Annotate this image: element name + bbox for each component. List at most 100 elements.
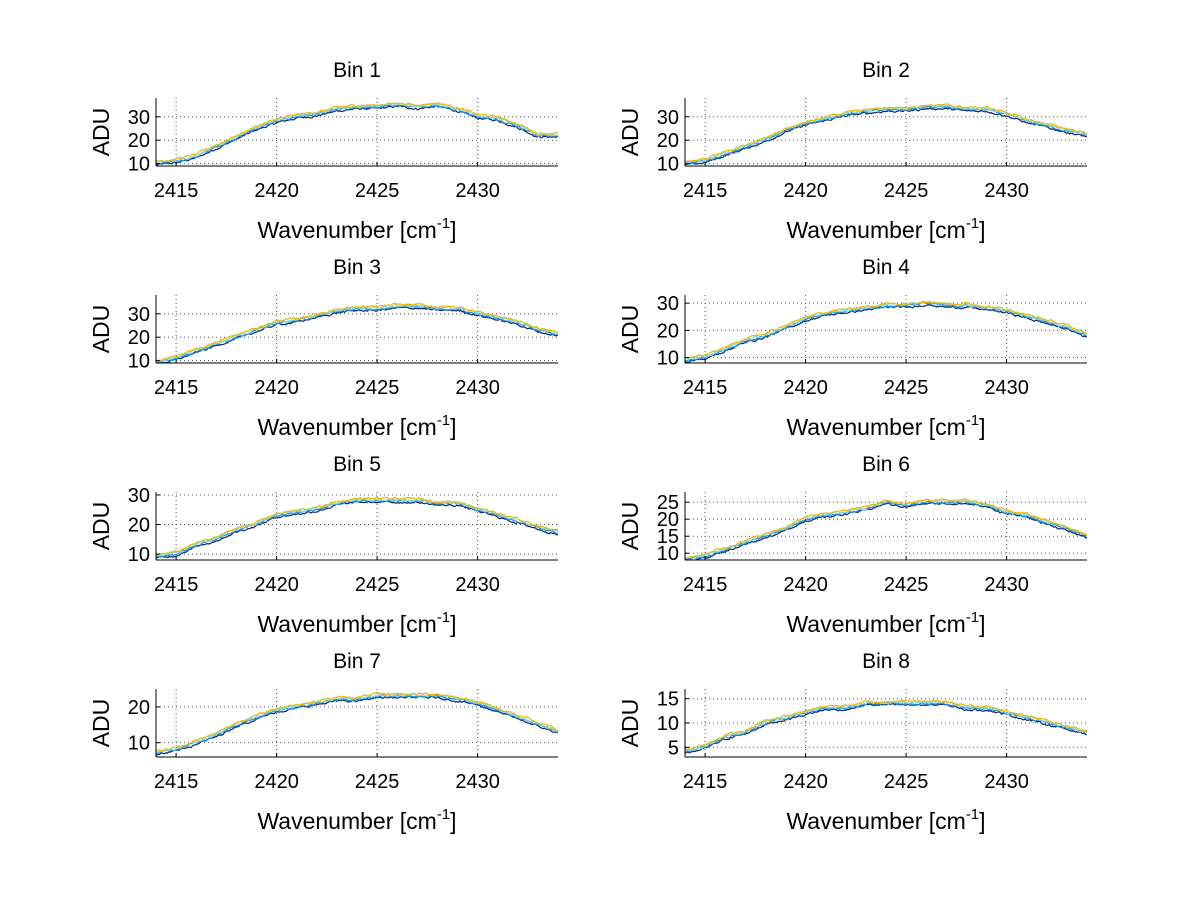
bin-6-series-4 xyxy=(685,498,1087,559)
bin-2-ylabel: ADU xyxy=(617,108,643,157)
bin-8-ylabel: ADU xyxy=(617,699,643,748)
bin-2-xtick-label-2430: 2430 xyxy=(984,180,1029,202)
bin-8-series-group xyxy=(685,699,1087,754)
bin-2-series-4 xyxy=(685,103,1087,163)
bin-8-xtick-label-2425: 2425 xyxy=(884,771,929,793)
bin-2-ytick-label-30: 30 xyxy=(657,107,679,129)
bin-7-xtick-label-2415: 2415 xyxy=(154,771,199,793)
bin-4-xlabel-base: Wavenumber [cm xyxy=(786,414,965,440)
bin-1-title: Bin 1 xyxy=(333,59,381,82)
bin-4-xtick-label-2430: 2430 xyxy=(984,377,1029,399)
bin-7-xlabel-sup: -1 xyxy=(437,806,450,823)
bin-6-xtick-label-2430: 2430 xyxy=(984,574,1029,596)
bin-1-ytick-label-10: 10 xyxy=(128,154,150,176)
bin-8-xlabel-close: ] xyxy=(979,808,985,834)
bin-1-xlabel-sup: -1 xyxy=(437,215,450,232)
bin-2-xtick-label-2420: 2420 xyxy=(783,180,828,202)
bin-8-title: Bin 8 xyxy=(862,650,910,673)
bin-8-ytick-label-10: 10 xyxy=(657,713,679,735)
bin-8-xlabel-base: Wavenumber [cm xyxy=(786,808,965,834)
bin-5-panel: 2415 2420 2425 2430 10 20 30 Bin 5 ADU Wavenumber… xyxy=(88,453,558,637)
bin-5-series-1 xyxy=(156,500,558,559)
bin-4-xtick-label-2420: 2420 xyxy=(783,377,828,399)
bin-8-series-3 xyxy=(685,700,1087,751)
bin-8-xtick-label-2420: 2420 xyxy=(783,771,828,793)
bin-2-xlabel-close: ] xyxy=(979,217,985,243)
bin-2-series-3 xyxy=(685,104,1087,164)
bin-1-xtick-label-2420: 2420 xyxy=(254,180,299,202)
bin-4-title: Bin 4 xyxy=(862,256,910,279)
bin-5-xlabel-base: Wavenumber [cm xyxy=(257,611,436,637)
bin-5-xlabel-sup: -1 xyxy=(437,609,450,626)
bin-7-xlabel-close: ] xyxy=(450,808,456,834)
bin-6-xlabel-base: Wavenumber [cm xyxy=(786,611,965,637)
bin-3-series-1 xyxy=(156,306,558,363)
bin-7-series-group xyxy=(156,691,558,756)
bin-4-xtick-label-2415: 2415 xyxy=(683,377,728,399)
bin-7-xtick-label-2425: 2425 xyxy=(355,771,400,793)
bin-8-xtick-label-2430: 2430 xyxy=(984,771,1029,793)
bin-5-ytick-label-20: 20 xyxy=(128,515,150,537)
bin-8-xtick-label-2415: 2415 xyxy=(683,771,728,793)
bin-4-xlabel-close: ] xyxy=(979,414,985,440)
bin-3-xlabel-sup: -1 xyxy=(437,412,450,429)
bin-6-ytick-label-25: 25 xyxy=(657,492,679,514)
bin-6-xtick-label-2425: 2425 xyxy=(884,574,929,596)
bin-7-series-1 xyxy=(156,695,558,756)
bin-7-ytick-label-10: 10 xyxy=(128,733,150,755)
bin-7-xtick-label-2420: 2420 xyxy=(254,771,299,793)
bin-3-title: Bin 3 xyxy=(333,256,381,279)
bin-7-ylabel: ADU xyxy=(88,699,114,748)
bin-1-xlabel-close: ] xyxy=(450,217,456,243)
bin-6-ytick-label-20: 20 xyxy=(657,509,679,531)
bin-6-xlabel-close: ] xyxy=(979,611,985,637)
bin-5-xtick-label-2415: 2415 xyxy=(154,574,199,596)
bin-2-ytick-label-10: 10 xyxy=(657,154,679,176)
bin-6-ylabel: ADU xyxy=(617,502,643,551)
bin-8-series-1 xyxy=(685,702,1087,754)
bin-4-series-4 xyxy=(685,300,1087,359)
bin-4-series-group xyxy=(685,300,1087,363)
bin-3-xtick-label-2425: 2425 xyxy=(355,377,400,399)
bin-4-xtick-label-2425: 2425 xyxy=(884,377,929,399)
bin-8-series-4 xyxy=(685,699,1087,751)
bin-4-ytick-label-20: 20 xyxy=(657,320,679,342)
bin-8-ytick-label-15: 15 xyxy=(657,689,679,711)
bin-1-xtick-label-2430: 2430 xyxy=(455,180,500,202)
bin-1-ytick-label-30: 30 xyxy=(128,107,150,129)
bin-5-series-group xyxy=(156,496,558,559)
bin-3-series-4 xyxy=(156,302,558,362)
bin-7-xlabel-base: Wavenumber [cm xyxy=(257,808,436,834)
bin-4-ytick-label-10: 10 xyxy=(657,348,679,370)
bin-6-ytick-label-10: 10 xyxy=(657,543,679,565)
bin-1-ylabel: ADU xyxy=(88,108,114,157)
bin-1-xlabel: Wavenumber [cm-1] xyxy=(257,215,456,243)
bin-6-xlabel-sup: -1 xyxy=(966,609,979,626)
bin-1-ytick-label-20: 20 xyxy=(128,130,150,152)
bin-7-series-4 xyxy=(156,691,558,753)
bin-7-ytick-label-20: 20 xyxy=(128,697,150,719)
bin-8-xlabel: Wavenumber [cm-1] xyxy=(786,806,985,834)
bin-5-xlabel-close: ] xyxy=(450,611,456,637)
bin-3-xtick-label-2415: 2415 xyxy=(154,377,199,399)
bin-2-series-group xyxy=(685,103,1087,166)
bin-5-ylabel: ADU xyxy=(88,502,114,551)
bin-2-series-1 xyxy=(685,107,1087,166)
bin-8-xlabel-sup: -1 xyxy=(966,806,979,823)
bin-5-ytick-label-10: 10 xyxy=(128,544,150,566)
bin-3-ytick-label-30: 30 xyxy=(128,304,150,326)
bin-6-ytick-label-15: 15 xyxy=(657,526,679,548)
bin-3-xtick-label-2420: 2420 xyxy=(254,377,299,399)
bin-3-xlabel-close: ] xyxy=(450,414,456,440)
bin-3-ytick-label-20: 20 xyxy=(128,327,150,349)
bin-4-xlabel: Wavenumber [cm-1] xyxy=(786,412,985,440)
bin-5-xlabel: Wavenumber [cm-1] xyxy=(257,609,456,637)
